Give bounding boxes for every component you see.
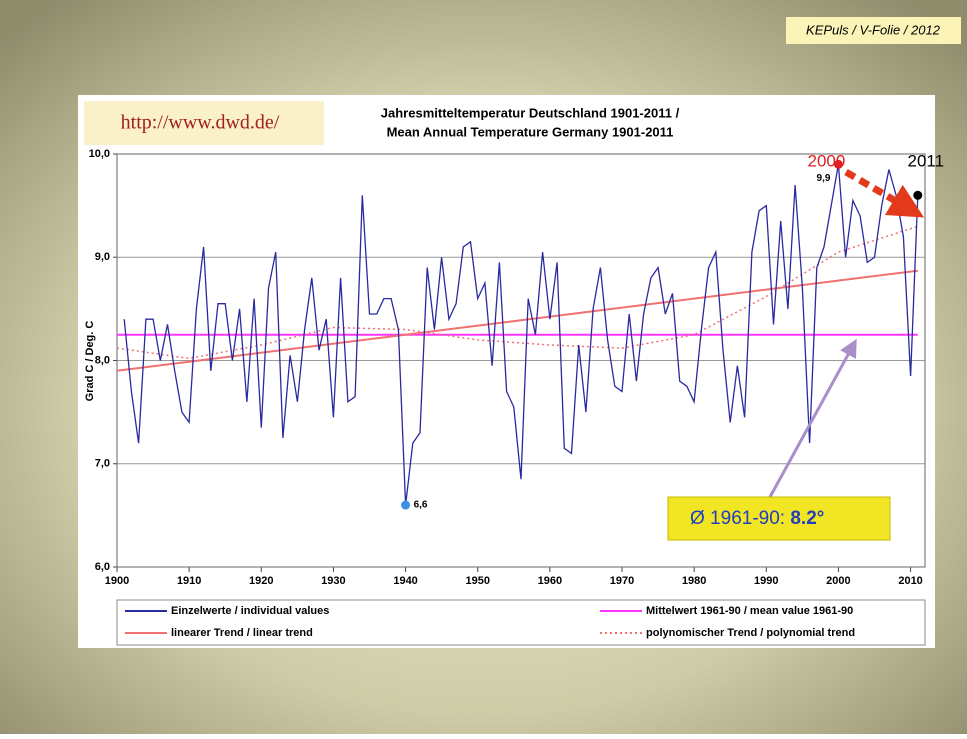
- highlight-marker: [913, 190, 923, 200]
- legend-label: Mittelwert 1961-90 / mean value 1961-90: [646, 605, 853, 617]
- series-line: [123, 164, 919, 506]
- x-tick-label: 1900: [105, 575, 129, 587]
- legend-label: linearer Trend / linear trend: [171, 627, 313, 639]
- x-tick-label: 2000: [826, 575, 850, 587]
- callout: Ø 1961-90: 8.2°: [690, 508, 824, 529]
- y-axis-label: Grad C / Deg. C: [84, 321, 96, 402]
- y-tick-label: 9,0: [95, 251, 110, 263]
- x-tick-label: 1950: [465, 575, 489, 587]
- x-tick-label: 1940: [393, 575, 417, 587]
- chart-panel: [78, 95, 935, 648]
- data-label: 9,9: [817, 173, 831, 184]
- chart-subtitle: Mean Annual Temperature Germany 1901-201…: [387, 124, 674, 139]
- x-tick-label: 1910: [177, 575, 201, 587]
- legend-label: polynomischer Trend / polynomial trend: [646, 627, 855, 639]
- highlight-marker: [833, 159, 843, 169]
- highlight-label: 2000: [808, 151, 846, 170]
- x-tick-label: 1920: [249, 575, 273, 587]
- legend-label: Einzelwerte / individual values: [171, 605, 329, 617]
- x-tick-label: 1990: [754, 575, 778, 587]
- x-tick-label: 1980: [682, 575, 706, 587]
- chart-title: Jahresmitteltemperatur Deutschland 1901-…: [381, 105, 680, 120]
- x-tick-label: 1930: [321, 575, 345, 587]
- highlight-marker: [401, 500, 411, 510]
- callout-arrow: [768, 338, 857, 498]
- x-tick-label: 1970: [610, 575, 634, 587]
- source-tag: KEPuls / V-Folie / 2012: [806, 22, 941, 37]
- url-box: [84, 101, 324, 145]
- highlight-label: 2011: [908, 151, 945, 170]
- data-label: 6,6: [414, 500, 428, 511]
- plot: 6,0 7,0 8,0 9,0 10,0 1900 1910 1920 1930 1940 1950…: [89, 148, 944, 587]
- legend-box: [116, 599, 926, 646]
- callout-value: 8.2°: [790, 508, 824, 529]
- callout-text: Ø 1961-90:: [690, 508, 790, 529]
- x-tick-label: 2010: [898, 575, 922, 587]
- series-line: [116, 225, 919, 360]
- y-tick-label: 10,0: [89, 148, 110, 160]
- plot-frame: [116, 153, 926, 568]
- callout-box: [667, 496, 891, 541]
- trend-arrow: [844, 168, 925, 218]
- y-tick-label: 6,0: [95, 561, 110, 573]
- y-tick-label: 7,0: [95, 458, 110, 470]
- tag-box: [786, 17, 961, 44]
- x-tick-label: 1960: [538, 575, 562, 587]
- y-tick-label: 8,0: [95, 354, 110, 366]
- url: http://www.dwd.de/: [121, 112, 280, 134]
